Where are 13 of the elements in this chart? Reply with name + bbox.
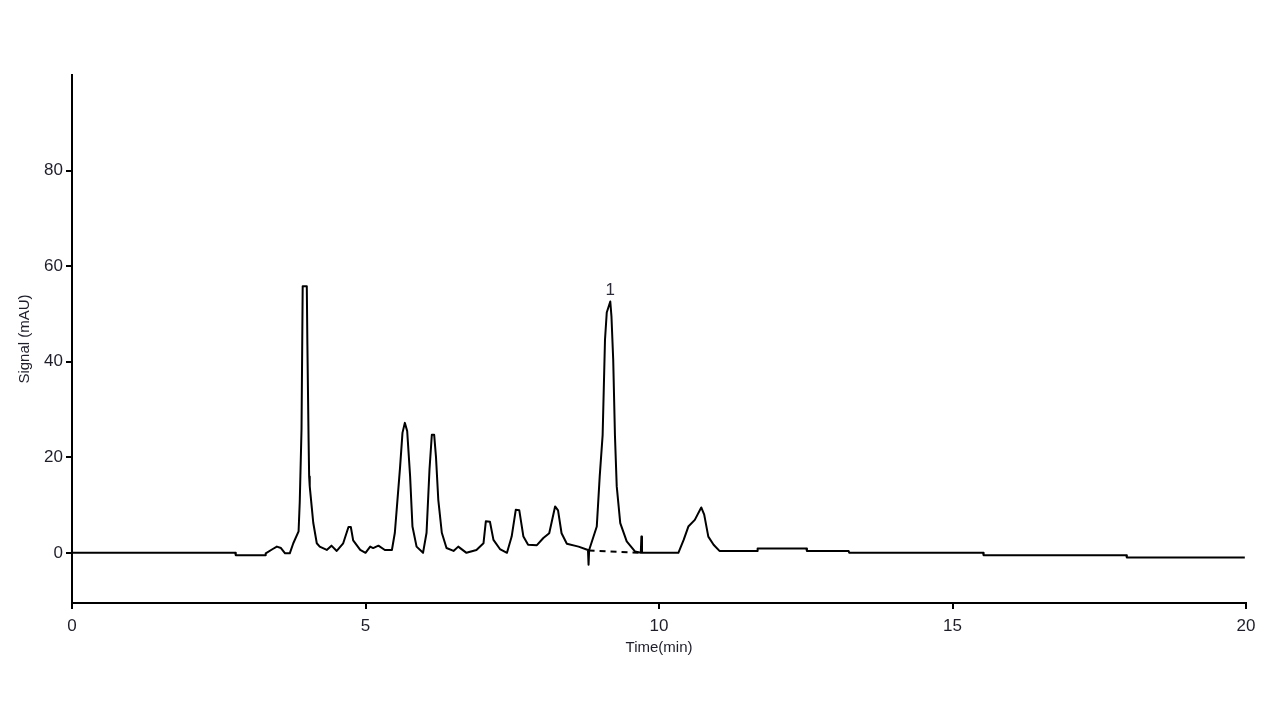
- x-tick-label: 20: [1236, 615, 1256, 635]
- x-tick-label: 5: [360, 615, 371, 635]
- x-tick-label: 15: [943, 615, 962, 635]
- x-axis-title: Time(min): [625, 638, 693, 656]
- y-tick-label: 20: [44, 446, 63, 466]
- y-tick-label: 40: [44, 351, 63, 371]
- y-axis-title: Signal (mAU): [15, 294, 33, 384]
- y-tick-label: 0: [53, 542, 63, 562]
- y-tick-label: 60: [44, 255, 63, 275]
- annotation: 1: [605, 279, 616, 299]
- x-tick-label: 10: [649, 615, 669, 635]
- y-tick-label: 80: [44, 160, 63, 180]
- x-tick-label: 0: [67, 615, 77, 635]
